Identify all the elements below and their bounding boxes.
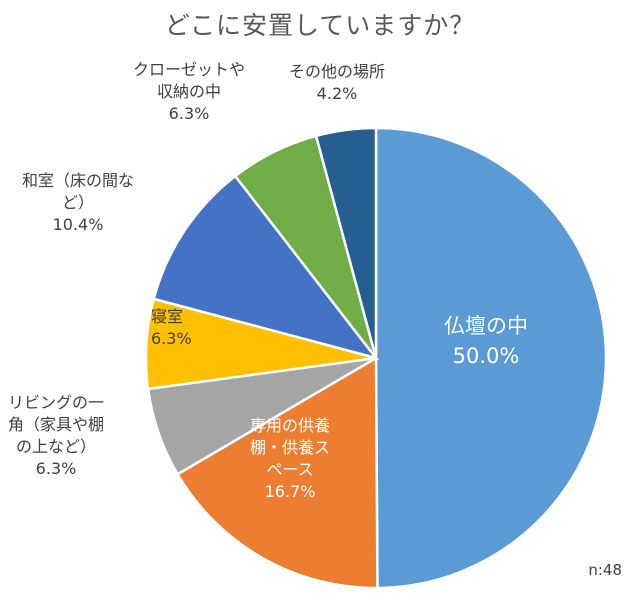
slice-percent-4: 10.4% xyxy=(53,215,104,234)
slice-percent-0: 50.0% xyxy=(453,344,520,368)
slice-label-line-1-0: 専用の供養 xyxy=(250,416,330,435)
slice-label-line-6-0: その他の場所 xyxy=(289,62,385,81)
chart-title: どこに安置していますか？ xyxy=(164,11,476,40)
pie-slices xyxy=(144,126,608,590)
slice-label-line-1-2: ペース xyxy=(266,460,313,479)
slice-percent-6: 4.2% xyxy=(317,84,358,103)
pie-slice-0 xyxy=(374,126,608,590)
pie-slice-1 xyxy=(175,355,379,590)
pie-slice-4 xyxy=(152,174,380,361)
slice-label-line-4-1: ど） xyxy=(62,193,94,212)
slice-label-line-5-0: クローゼットや xyxy=(133,60,245,79)
slice-label-line-3-0: 寝室 xyxy=(151,307,183,326)
slice-label-line-2-0: リビングの一 xyxy=(8,393,104,412)
slice-label-line-5-1: 収納の中 xyxy=(157,82,221,101)
slice-percent-1: 16.7% xyxy=(265,482,316,501)
slice-label-line-4-0: 和室（床の間な xyxy=(22,171,134,190)
sample-size-note: n:48 xyxy=(588,561,622,579)
slice-label-line-2-2: の上など） xyxy=(16,437,96,456)
slice-label-0: 仏壇の中 50.0% xyxy=(444,314,528,368)
pie-slice-6 xyxy=(314,126,378,359)
pie-labels: 仏壇の中 50.0% 専用の供養棚・供養スペース 16.7% リビングの一角（家具や棚の… xyxy=(8,60,528,501)
slice-percent-3: 6.3% xyxy=(151,329,192,348)
slice-label-line-1-1: 棚・供養ス xyxy=(250,438,330,457)
slice-label-2: リビングの一角（家具や棚の上など） 6.3% xyxy=(8,393,104,478)
slice-label-line-0-0: 仏壇の中 xyxy=(444,314,528,338)
slice-label-4: 和室（床の間など） 10.4% xyxy=(22,171,134,234)
slice-label-1: 専用の供養棚・供養スペース 16.7% xyxy=(250,416,330,501)
slice-percent-2: 6.3% xyxy=(36,459,77,478)
slice-label-3: 寝室 6.3% xyxy=(151,307,192,348)
slice-label-6: その他の場所 4.2% xyxy=(289,62,385,103)
slice-label-line-2-1: 角（家具や棚 xyxy=(8,415,104,434)
slice-label-5: クローゼットや収納の中 6.3% xyxy=(133,60,245,123)
slice-percent-5: 6.3% xyxy=(169,104,210,123)
